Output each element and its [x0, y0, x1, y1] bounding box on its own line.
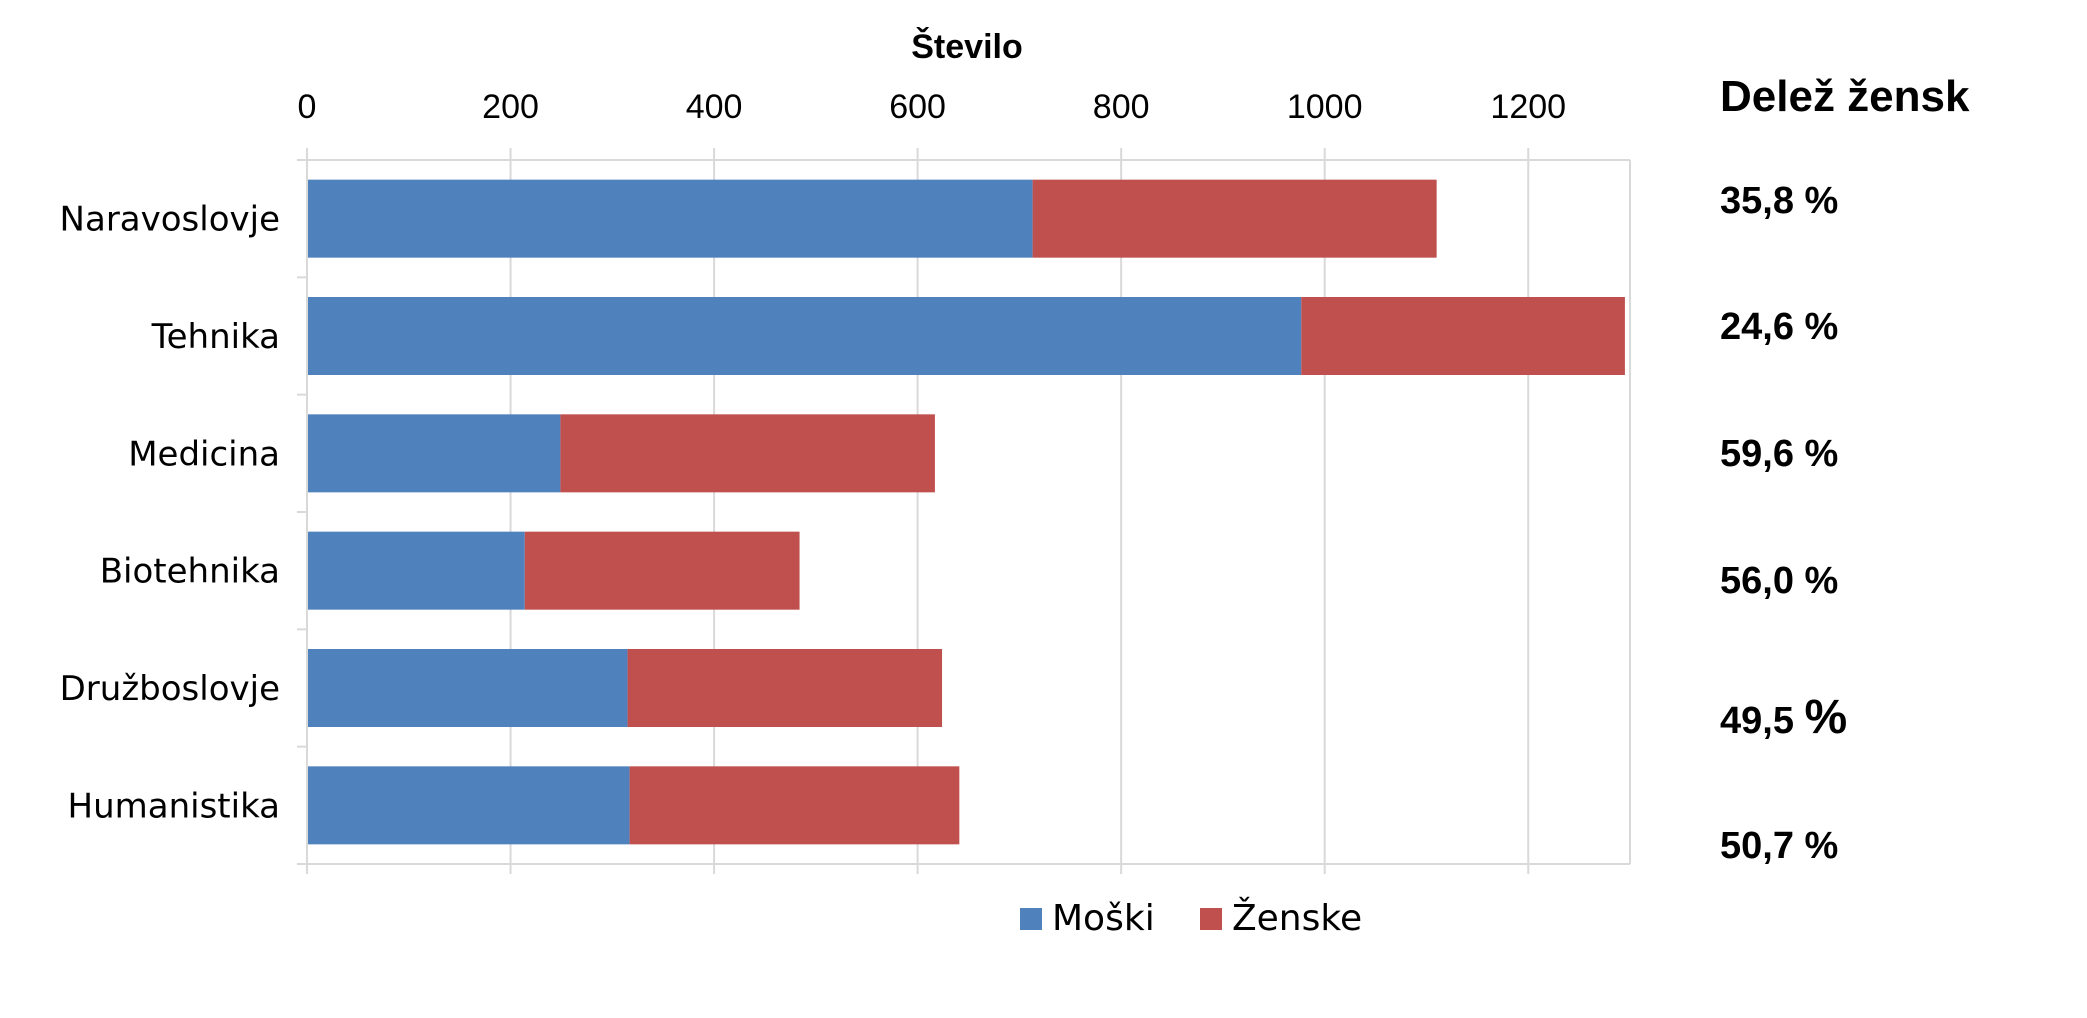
legend-swatch — [1020, 908, 1042, 930]
share-percent-sign: % — [1804, 306, 1839, 348]
share-percent-sign: % — [1804, 825, 1839, 867]
legend: Moški Ženske — [1020, 897, 1362, 939]
x-tick-label: 400 — [686, 88, 743, 126]
bar-moki — [307, 414, 561, 493]
share-number: 59,6 — [1720, 433, 1805, 475]
category-label: Medicina — [128, 434, 280, 474]
category-label: Biotehnika — [100, 552, 280, 592]
bar-moki — [307, 766, 630, 845]
share-percent-sign: % — [1804, 433, 1839, 475]
share-title: Delež žensk — [1720, 72, 1970, 121]
share-value: 35,8 % — [1720, 180, 1838, 223]
share-value: 56,0 % — [1720, 560, 1838, 603]
share-number: 24,6 — [1720, 306, 1805, 348]
x-tick-label: 0 — [298, 88, 317, 126]
bar-enske — [627, 649, 943, 727]
bar-enske — [1032, 179, 1437, 258]
share-number: 35,8 — [1720, 180, 1805, 222]
legend-label: Moški — [1052, 898, 1155, 939]
x-tick-label: 800 — [1093, 88, 1150, 126]
bar-moki — [307, 649, 628, 727]
share-percent-sign: % — [1804, 691, 1848, 744]
bar-enske — [629, 766, 960, 845]
bar-enske — [524, 531, 800, 610]
bar-moki — [307, 179, 1033, 258]
legend-label: Ženske — [1232, 897, 1362, 939]
x-tick-label: 1200 — [1490, 88, 1566, 126]
category-label: Družboslovje — [60, 669, 280, 709]
bars — [307, 179, 1625, 845]
share-percent-sign: % — [1804, 180, 1839, 222]
gridlines — [509, 160, 1631, 864]
share-number: 49,5 — [1720, 700, 1805, 742]
bar-moki — [307, 531, 525, 610]
share-percent-sign: % — [1804, 560, 1839, 602]
x-tick-labels: 0 200 400 600 800 1000 1200 — [298, 88, 1567, 126]
x-tick-label: 200 — [482, 88, 539, 126]
category-label: Humanistika — [68, 786, 280, 826]
x-tick-label: 600 — [889, 88, 946, 126]
legend-swatch — [1200, 908, 1222, 930]
category-label: Tehnika — [151, 317, 280, 357]
share-value: 50,7 % — [1720, 825, 1838, 868]
bar-enske — [560, 414, 935, 493]
bar-enske — [1301, 297, 1625, 375]
share-number: 50,7 — [1720, 825, 1805, 867]
axes — [297, 148, 1630, 874]
share-number: 56,0 — [1720, 560, 1805, 602]
share-value: 59,6 % — [1720, 433, 1838, 476]
category-labels: Naravoslovje Tehnika Medicina Biotehnika Dru… — [60, 200, 280, 827]
share-value: 24,6 % — [1720, 306, 1838, 349]
x-tick-label: 1000 — [1287, 88, 1363, 126]
x-axis-title: Število — [911, 27, 1022, 66]
bar-moki — [307, 297, 1302, 375]
share-value: 49,5 % — [1720, 690, 1847, 745]
category-label: Naravoslovje — [60, 200, 280, 240]
